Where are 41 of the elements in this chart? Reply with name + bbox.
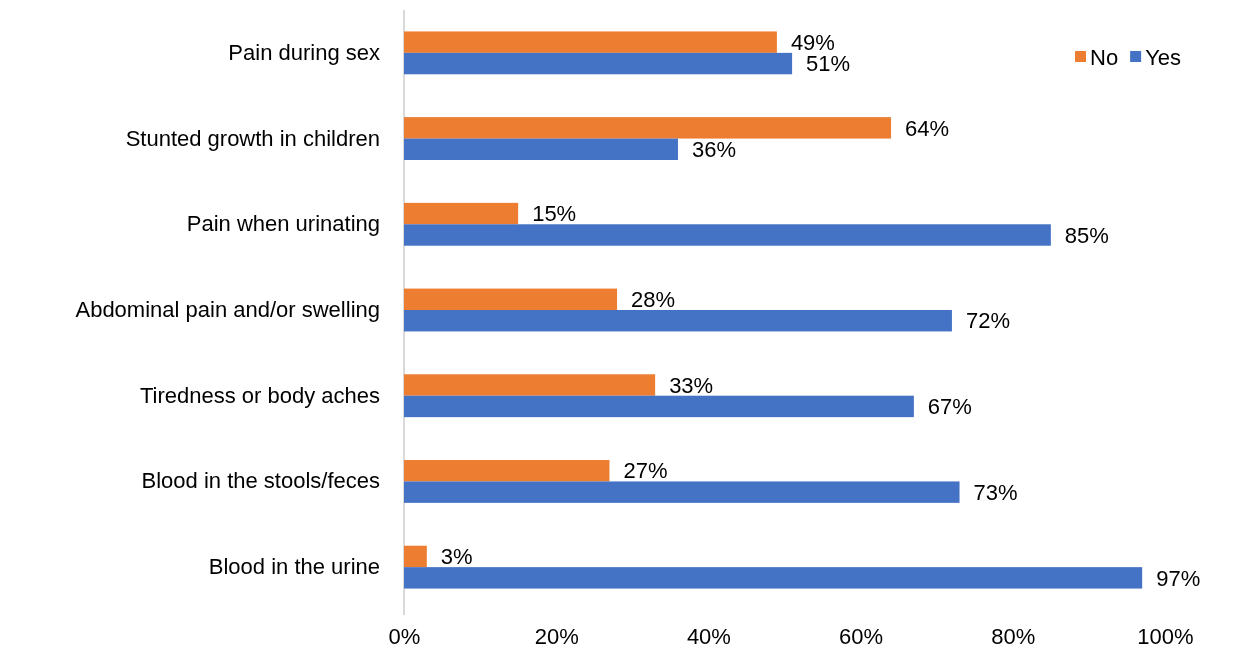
data-label: 72% (965, 308, 1010, 334)
bar (404, 52, 793, 75)
y-tick-label: Tiredness or body aches (139, 382, 380, 408)
y-tick-label: Blood in the stools/feces (141, 468, 380, 494)
data-label: 85% (1064, 222, 1109, 248)
bar (404, 224, 1051, 246)
data-label: 73% (973, 479, 1018, 505)
bar (404, 117, 892, 139)
data-label: 97% (1156, 565, 1201, 591)
legend-label: Yes (1145, 44, 1182, 70)
data-label: 33% (669, 372, 714, 398)
bar (404, 288, 618, 310)
data-label: 28% (631, 286, 676, 312)
y-tick-label: Blood in the urine (208, 554, 380, 580)
bar (404, 545, 427, 568)
data-label: 36% (691, 136, 737, 162)
x-tick-label: 20% (534, 623, 579, 649)
bar (404, 202, 519, 225)
bar (404, 395, 914, 418)
y-tick-label: Pain during sex (228, 39, 380, 65)
data-label: 27% (623, 458, 668, 484)
bar (404, 138, 678, 160)
y-tick-label: Stunted growth in children (125, 125, 380, 151)
y-tick-label: Abdominal pain and/or swelling (75, 297, 380, 323)
x-tick-label: 60% (839, 623, 884, 649)
data-label: 67% (927, 394, 972, 420)
x-tick-label: 100% (1137, 623, 1194, 649)
bar (404, 460, 610, 482)
y-tick-label: Pain when urinating (186, 211, 380, 237)
x-tick-label: 40% (686, 623, 731, 649)
legend-label: No (1090, 44, 1119, 70)
bar (404, 31, 777, 53)
x-tick-label: 0% (388, 623, 421, 649)
bar (404, 567, 1143, 589)
data-label: 3% (440, 544, 473, 570)
bar (404, 481, 960, 503)
data-label: 64% (905, 115, 950, 141)
bar (404, 374, 656, 396)
x-tick-label: 80% (991, 623, 1036, 649)
bar (404, 310, 952, 332)
data-label: 15% (532, 201, 577, 227)
